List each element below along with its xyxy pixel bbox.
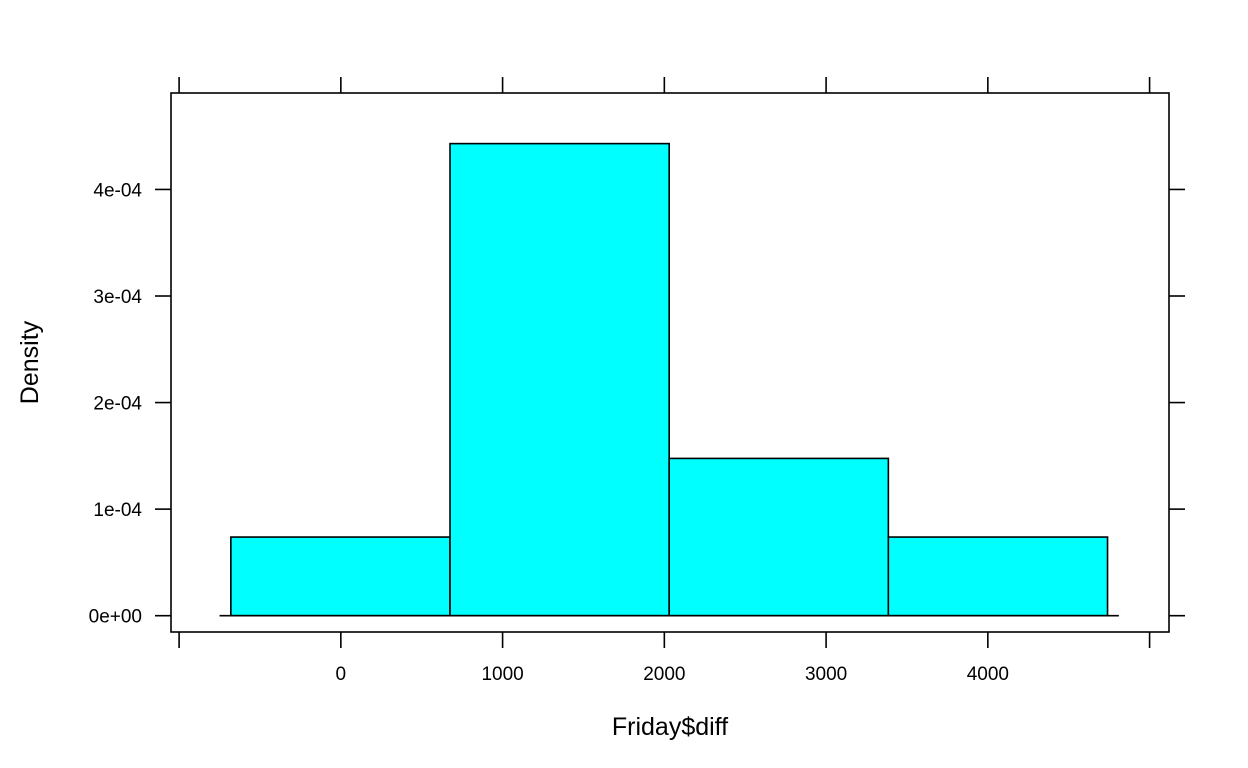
y-tick-label: 2e-04 (93, 394, 142, 415)
x-tick-label: 4000 (967, 664, 1009, 685)
x-axis-title: Friday$diff (612, 713, 728, 741)
ticks-layer (155, 77, 1185, 648)
tick-labels-layer: 0 1000 2000 3000 4000 0e+00 1e-04 2e-04 3e-04 4e-… (89, 180, 1009, 685)
y-tick-label: 3e-04 (93, 287, 142, 308)
x-tick-label: 0 (336, 664, 347, 685)
y-tick-label: 1e-04 (93, 500, 142, 521)
histogram-bar (887, 536, 1109, 617)
plot-frame (170, 92, 1170, 633)
histogram-bar (449, 142, 670, 617)
y-axis-title: Density (16, 320, 44, 404)
x-tick-label: 1000 (481, 664, 523, 685)
y-tick-label: 0e+00 (89, 607, 142, 628)
x-tick-label: 3000 (805, 664, 847, 685)
histogram-bar (230, 536, 451, 617)
x-tick-label: 2000 (643, 664, 685, 685)
bars-layer (230, 142, 1109, 617)
histogram-bar (668, 457, 890, 617)
y-tick-label: 4e-04 (93, 180, 142, 201)
